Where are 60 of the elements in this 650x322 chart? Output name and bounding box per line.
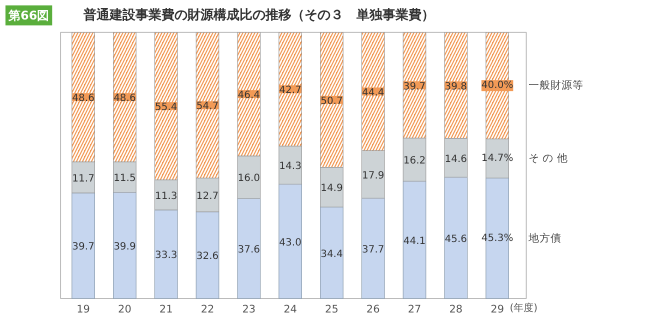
data-label: 46.4: [238, 90, 260, 102]
x-tick-label: 28: [449, 304, 463, 316]
data-label: 50.7: [320, 96, 343, 107]
data-label: 43.0: [279, 237, 302, 248]
x-tick-label: 25: [325, 304, 338, 316]
data-label: 37.7: [362, 244, 384, 256]
data-label: 48.6: [72, 93, 94, 104]
data-label: 34.4: [320, 248, 343, 260]
data-label: 11.5: [114, 173, 136, 184]
data-label: 40.0%: [481, 80, 514, 92]
bar: [196, 211, 220, 299]
x-tick-label: 21: [159, 304, 173, 316]
bar: [154, 210, 178, 299]
data-label: 54.7: [196, 101, 219, 112]
bar: [278, 184, 302, 299]
x-tick-label: 22: [200, 304, 214, 316]
bar: [320, 206, 344, 299]
data-label: 11.7: [72, 173, 94, 184]
x-tick-label: 20: [118, 304, 132, 316]
data-label: 39.7: [403, 81, 426, 92]
bar: [237, 198, 261, 299]
data-label: 42.7: [279, 85, 302, 96]
data-label: 14.3: [279, 161, 302, 172]
bar: [444, 176, 468, 299]
data-label: 48.6: [114, 93, 136, 104]
data-label: 14.7%: [481, 152, 514, 164]
series-label: そ の 他: [528, 152, 568, 164]
x-tick-label: 26: [366, 304, 380, 316]
legend-label: 一般財源等: [528, 80, 584, 92]
data-label: 45.6: [444, 234, 468, 245]
data-label: 55.4: [154, 102, 178, 114]
data-label: 17.9: [362, 170, 384, 182]
x-tick-label: 29: [490, 304, 504, 316]
data-label: 14.9: [320, 183, 343, 194]
bar: [72, 192, 95, 299]
data-label: 39.8: [444, 81, 468, 92]
x-axis-title: (年度): [510, 302, 538, 314]
data-label: 33.3: [154, 250, 178, 262]
data-label: 12.7: [196, 190, 219, 202]
x-tick-label: 19: [76, 304, 90, 316]
bar: [113, 192, 136, 299]
text: 第66図: [7, 8, 50, 22]
data-label: 39.7: [72, 242, 94, 253]
chart-title: 普通建設事業費の財源構成比の推移（その３ 単独事業費）: [82, 6, 434, 23]
data-label: 16.0: [238, 173, 260, 184]
data-label: 45.3%: [481, 232, 514, 244]
x-tick-label: 24: [284, 304, 298, 316]
data-label: 16.2: [403, 156, 426, 167]
data-label: 44.4: [362, 88, 384, 99]
data-label: 37.6: [238, 244, 260, 256]
bar: [402, 180, 426, 299]
bar: [361, 198, 385, 299]
data-label: 11.3: [154, 190, 178, 202]
data-label: 14.6: [444, 154, 468, 165]
series-label: 地方債: [527, 231, 562, 244]
data-label: 39.9: [114, 241, 136, 252]
data-label: 32.6: [196, 251, 219, 262]
x-tick-label: 27: [408, 304, 422, 316]
data-label: 44.1: [403, 236, 426, 247]
x-tick-label: 23: [242, 304, 256, 316]
